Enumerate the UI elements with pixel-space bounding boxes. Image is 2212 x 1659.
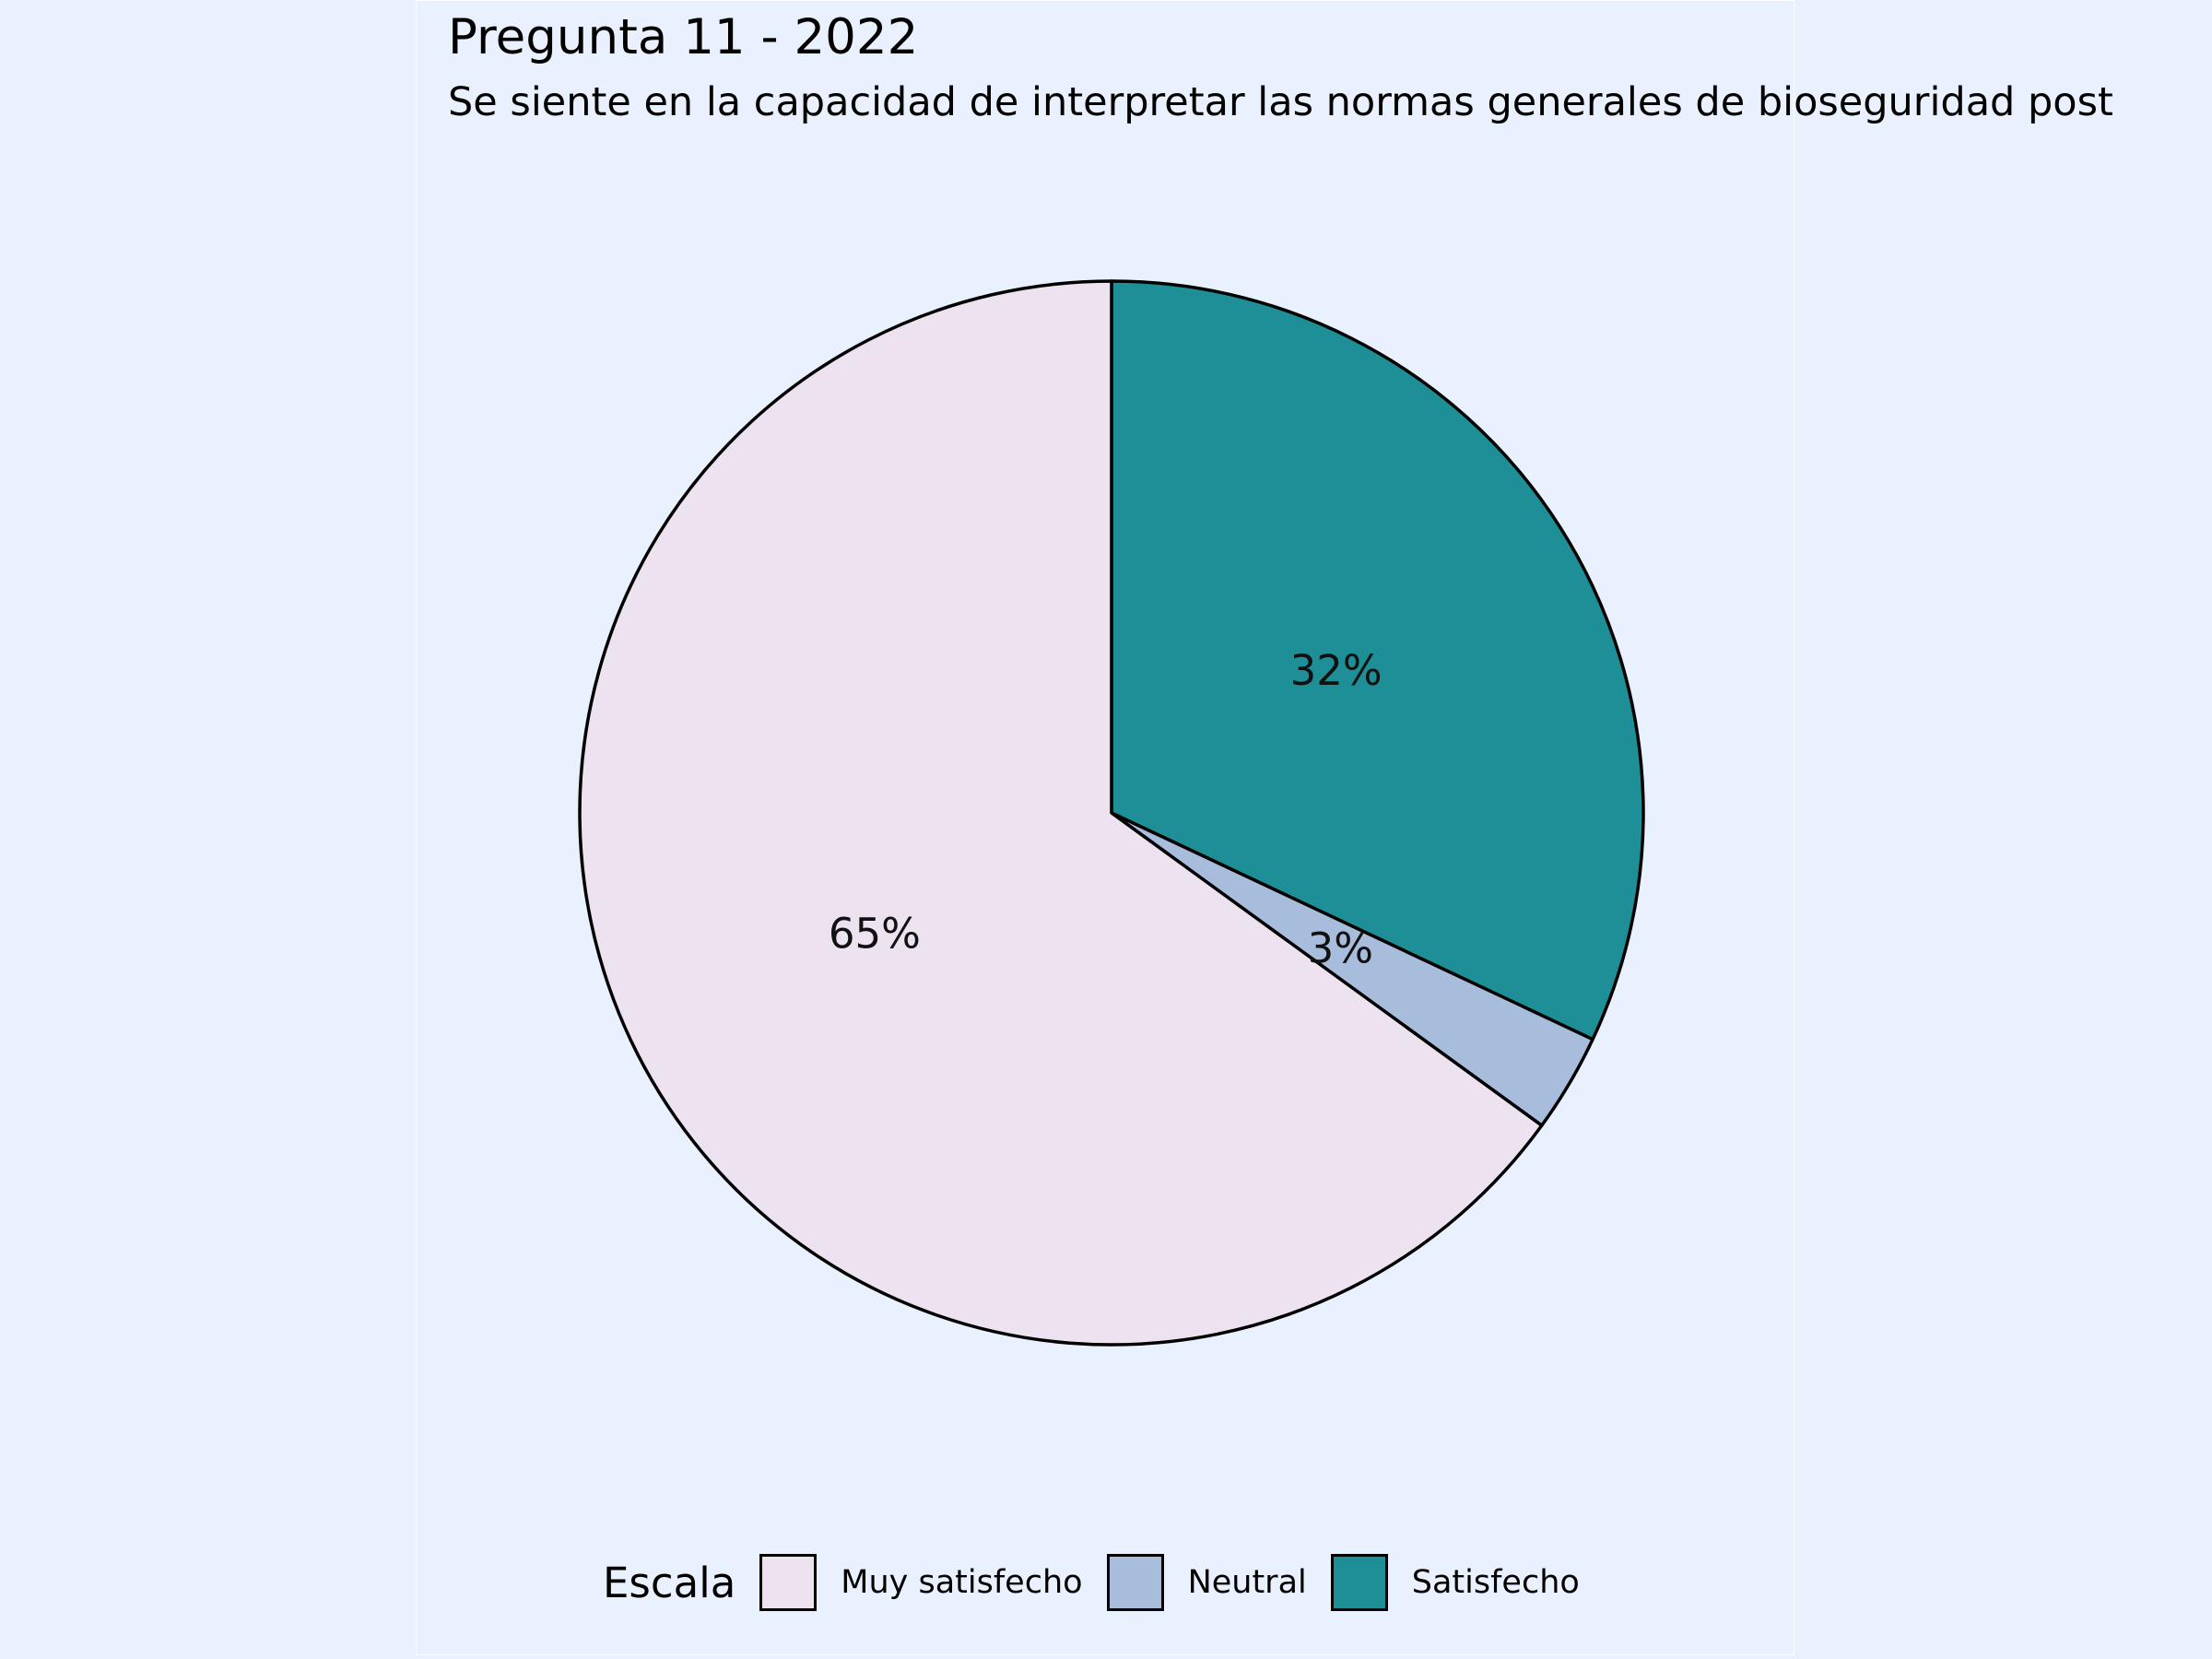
- legend-label: Neutral: [1187, 1564, 1307, 1601]
- slice-label-satisfecho: 32%: [1290, 646, 1382, 695]
- pie-slice-satisfecho: [1110, 279, 1645, 1041]
- legend-swatch: [1330, 1554, 1388, 1611]
- legend-item-neutral: Neutral: [1106, 1554, 1307, 1611]
- pie-slice-muy-satisfecho: [578, 279, 1544, 1347]
- plot-panel: [416, 0, 1794, 1655]
- legend-item-satisfecho: Satisfecho: [1330, 1554, 1580, 1611]
- legend: Escala Muy satisfecho Neutral Satisfecho: [603, 1551, 1604, 1614]
- legend-title: Escala: [603, 1558, 736, 1607]
- legend-label: Muy satisfecho: [841, 1564, 1083, 1601]
- slice-label-muy-satisfecho: 65%: [829, 909, 921, 958]
- slice-label-neutral: 3%: [1308, 924, 1373, 972]
- legend-swatch: [1106, 1554, 1164, 1611]
- chart-title: Pregunta 11 - 2022: [448, 9, 919, 65]
- legend-label: Satisfecho: [1411, 1564, 1580, 1601]
- pie-labels: 32% 3% 65%: [829, 646, 1382, 972]
- legend-swatch: [759, 1554, 818, 1611]
- pie-slices: [578, 279, 1645, 1347]
- chart-subtitle: Se siente en la capacidad de interpretar…: [448, 79, 2113, 125]
- legend-item-muy-satisfecho: Muy satisfecho: [759, 1554, 1083, 1611]
